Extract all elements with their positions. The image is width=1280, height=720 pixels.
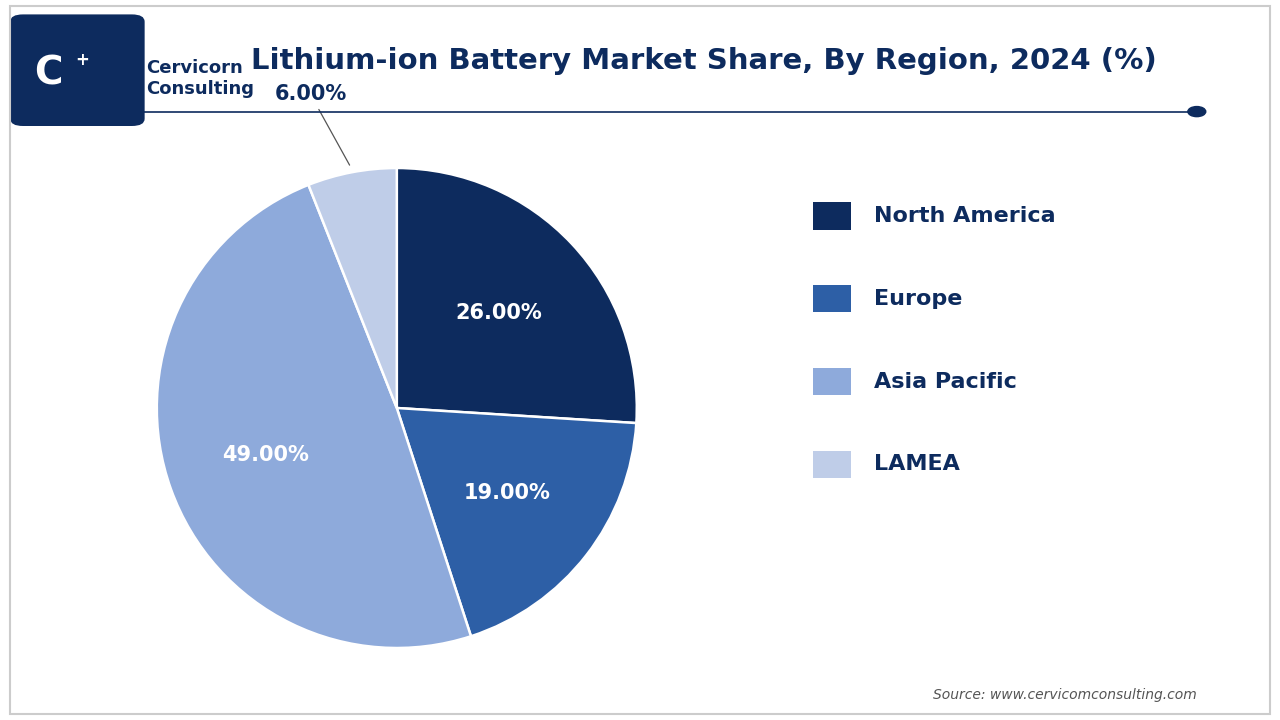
Text: Cervicorn: Cervicorn xyxy=(146,59,243,77)
Text: Europe: Europe xyxy=(874,289,963,309)
Text: North America: North America xyxy=(874,206,1056,226)
Text: C: C xyxy=(35,55,63,92)
Text: 6.00%: 6.00% xyxy=(274,84,349,165)
Text: 26.00%: 26.00% xyxy=(454,302,541,323)
Text: LAMEA: LAMEA xyxy=(874,454,960,474)
Text: Asia Pacific: Asia Pacific xyxy=(874,372,1018,392)
Text: 49.00%: 49.00% xyxy=(223,445,310,465)
Wedge shape xyxy=(397,168,636,423)
Text: Consulting: Consulting xyxy=(146,79,253,97)
Wedge shape xyxy=(157,185,471,648)
Text: +: + xyxy=(76,50,88,68)
Wedge shape xyxy=(397,408,636,636)
Text: Lithium-ion Battery Market Share, By Region, 2024 (%): Lithium-ion Battery Market Share, By Reg… xyxy=(251,48,1157,75)
Wedge shape xyxy=(308,168,397,408)
Text: Source: www.cervicomconsulting.com: Source: www.cervicomconsulting.com xyxy=(933,688,1197,702)
Text: 19.00%: 19.00% xyxy=(463,483,550,503)
